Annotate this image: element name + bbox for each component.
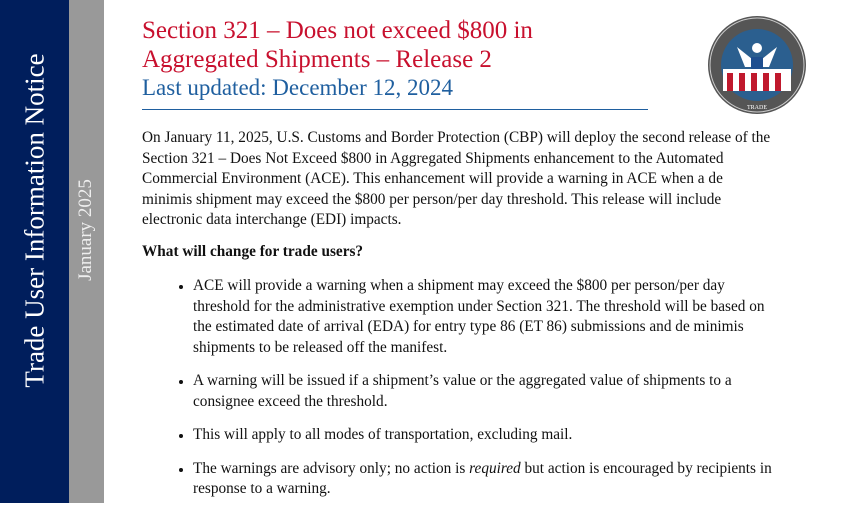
text: The warnings are advisory only; no actio…: [193, 459, 470, 477]
section-heading: What will change for trade users?: [142, 242, 364, 260]
change-list: ACE will provide a warning when a shipme…: [142, 276, 772, 500]
sidebar-title: Trade User Information Notice: [19, 53, 50, 388]
cbp-seal-logo: TRADE: [708, 16, 806, 114]
divider: [142, 109, 648, 110]
page-title: Section 321 – Does not exceed $800 in Ag…: [142, 16, 533, 74]
list-item: ACE will provide a warning when a shipme…: [193, 276, 772, 358]
list-item: A warning will be issued if a shipment’s…: [193, 371, 772, 412]
sidebar-date: January 2025: [75, 179, 96, 281]
notice-body: On January 11, 2025, U.S. Customs and Bo…: [142, 128, 772, 513]
last-updated: Last updated: December 12, 2024: [142, 75, 454, 100]
sidebar-navy-band: [0, 0, 69, 503]
intro-paragraph: On January 11, 2025, U.S. Customs and Bo…: [142, 129, 771, 228]
sidebar-gray-band: [69, 0, 104, 503]
svg-text:TRADE: TRADE: [747, 105, 767, 111]
text: but action is encouraged by recipients i…: [193, 459, 772, 498]
title-line-1: Section 321 – Does not exceed $800 in: [142, 17, 533, 44]
emphasis: required: [469, 459, 521, 477]
list-item: The warnings are advisory only; no actio…: [193, 459, 772, 500]
list-item: This will apply to all modes of transpor…: [193, 425, 772, 446]
title-line-2: Aggregated Shipments – Release 2: [142, 46, 492, 73]
